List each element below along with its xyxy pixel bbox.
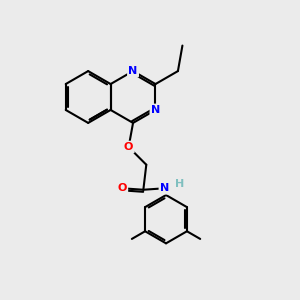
- Text: N: N: [151, 105, 160, 115]
- Text: H: H: [175, 179, 184, 189]
- Text: N: N: [128, 66, 138, 76]
- Text: N: N: [160, 183, 169, 193]
- Text: O: O: [118, 183, 127, 193]
- Text: O: O: [124, 142, 133, 152]
